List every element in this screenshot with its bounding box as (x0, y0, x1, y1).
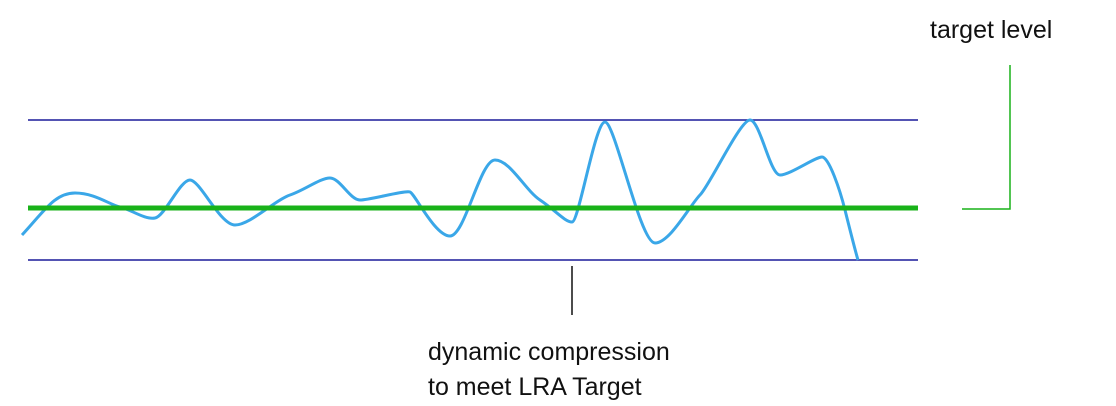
compression-label: dynamic compression (428, 338, 670, 366)
target-bracket (962, 65, 1011, 210)
compression-label: to meet LRA Target (428, 373, 642, 401)
target-label: target level (930, 16, 1052, 44)
waveform (20, 118, 860, 261)
